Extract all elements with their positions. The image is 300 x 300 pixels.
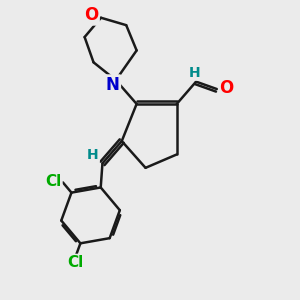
Text: H: H xyxy=(87,148,99,162)
Text: O: O xyxy=(84,6,99,24)
Text: Cl: Cl xyxy=(68,255,84,270)
Text: O: O xyxy=(219,79,233,97)
Text: Cl: Cl xyxy=(45,174,62,189)
Text: H: H xyxy=(189,66,200,80)
Text: N: N xyxy=(106,76,120,94)
